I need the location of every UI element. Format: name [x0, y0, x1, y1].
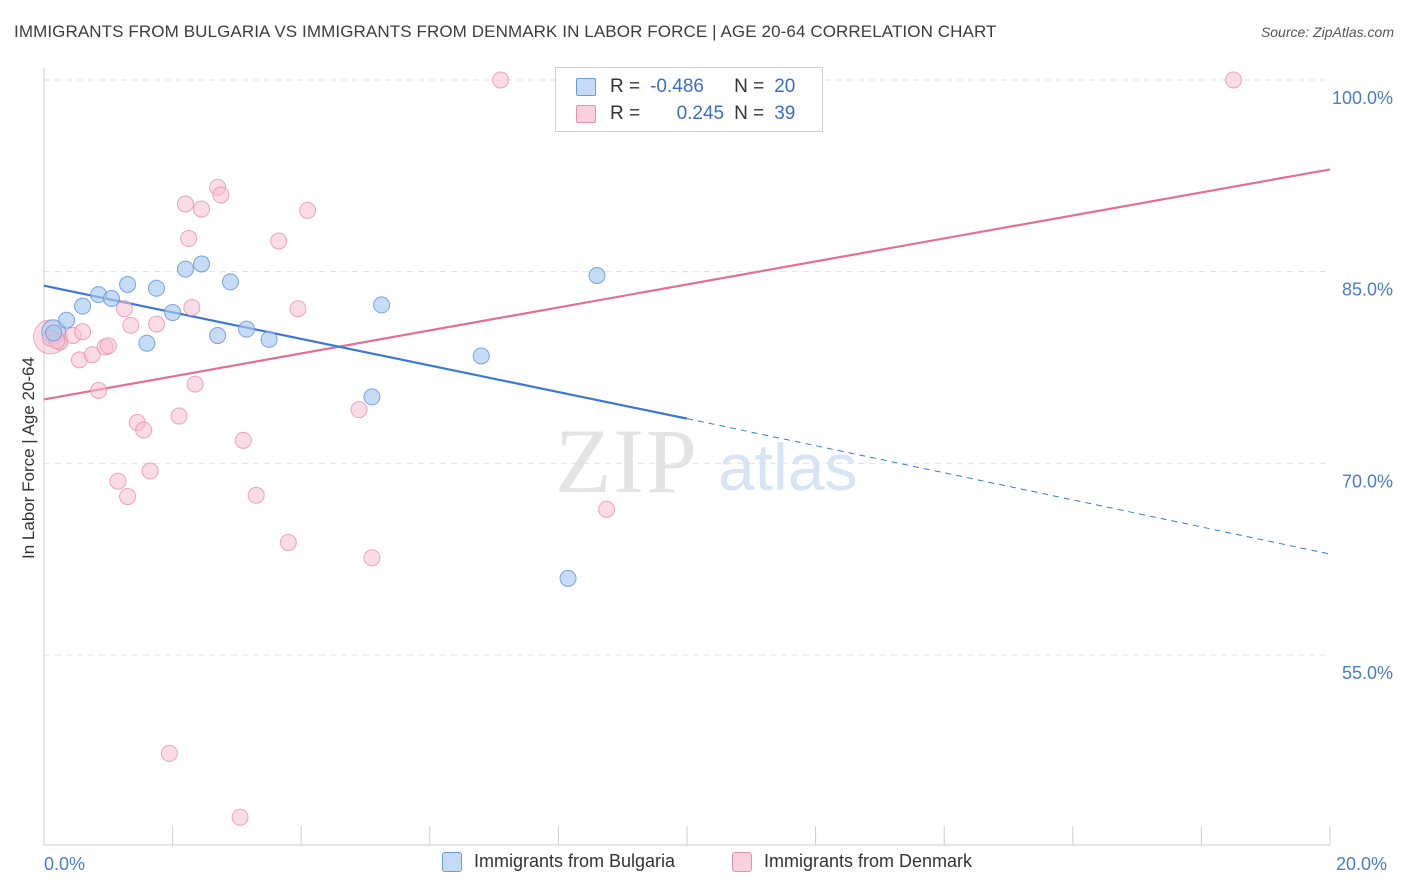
point-bulgaria [238, 320, 256, 338]
y-tick-label: 70.0% [1342, 471, 1393, 491]
point-denmark [170, 407, 188, 425]
y-tick-labels: 55.0% 70.0% 85.0% 100.0% [1332, 88, 1393, 683]
point-denmark [180, 229, 198, 247]
point-denmark [289, 300, 307, 318]
point-denmark [231, 808, 249, 826]
r-label: R = [610, 76, 641, 97]
point-denmark [109, 472, 127, 490]
n-label: N = [734, 76, 765, 97]
series-swatch-bulgaria [442, 851, 462, 872]
point-bulgaria [74, 297, 92, 315]
y-axis-label: In Labor Force | Age 20-64 [19, 357, 38, 559]
point-denmark [234, 431, 252, 449]
point-bulgaria [164, 304, 182, 322]
watermark-zip: ZIP [555, 410, 699, 512]
series-legend-bulgaria: Immigrants from Bulgaria [442, 851, 675, 872]
point-bulgaria [209, 327, 227, 345]
series-swatch-denmark [732, 851, 752, 872]
point-bulgaria [559, 569, 577, 587]
point-bulgaria [373, 296, 391, 314]
stats-legend: R = -0.486 N = 20 R = 0.245 N = 39 [555, 67, 823, 132]
n-label: N = [734, 103, 765, 124]
point-denmark [270, 232, 288, 250]
point-denmark [90, 382, 108, 399]
point-bulgaria [588, 267, 606, 284]
source-credit: Source: ZipAtlas.com [1260, 24, 1394, 40]
point-denmark [1225, 71, 1243, 89]
point-denmark [115, 300, 133, 318]
point-denmark [183, 298, 201, 316]
point-denmark [74, 323, 92, 341]
point-denmark [193, 200, 211, 218]
point-denmark [122, 316, 140, 334]
point-denmark [83, 346, 101, 364]
point-denmark [350, 401, 368, 419]
r-value-denmark: 0.245 [676, 103, 725, 124]
point-denmark [598, 500, 616, 518]
legend-swatch-bulgaria [576, 78, 596, 96]
point-denmark [135, 421, 153, 439]
series-label-denmark: Immigrants from Denmark [764, 851, 973, 871]
gridlines [44, 79, 1330, 656]
x-tick-label-min: 0.0% [44, 854, 85, 874]
point-denmark [186, 375, 204, 393]
point-denmark [160, 744, 178, 762]
point-denmark [363, 549, 381, 567]
y-tick-label: 100.0% [1332, 88, 1393, 108]
legend-swatch-denmark [576, 105, 596, 123]
point-bulgaria [472, 347, 490, 365]
r-label: R = [610, 103, 641, 124]
legend-row-denmark: R = 0.245 N = 39 [576, 101, 795, 127]
point-bulgaria [148, 279, 166, 297]
point-bulgaria [103, 290, 121, 307]
point-denmark [148, 315, 166, 333]
n-value-bulgaria: 20 [774, 76, 796, 97]
point-bulgaria [363, 388, 381, 406]
data-points [32, 71, 1243, 826]
point-denmark [247, 486, 265, 504]
series-label-bulgaria: Immigrants from Bulgaria [474, 851, 676, 871]
y-tick-label: 85.0% [1342, 280, 1393, 300]
legend-row-bulgaria: R = -0.486 N = 20 [576, 74, 795, 100]
point-denmark [492, 71, 510, 89]
r-value-bulgaria: -0.486 [650, 76, 704, 97]
point-denmark [119, 488, 137, 506]
point-bulgaria [45, 324, 63, 342]
point-bulgaria [138, 334, 156, 352]
n-value-denmark: 39 [774, 103, 796, 124]
point-bulgaria [260, 330, 278, 348]
series-legend-denmark: Immigrants from Denmark [732, 851, 972, 872]
x-tick-label-max: 20.0% [1336, 854, 1387, 874]
point-denmark [212, 186, 230, 204]
point-denmark [176, 195, 194, 213]
watermark: ZIP atlas [555, 410, 857, 512]
trend-lines [43, 168, 1331, 555]
point-denmark [99, 337, 117, 355]
point-denmark [141, 462, 159, 480]
point-denmark [299, 201, 317, 219]
point-bulgaria [221, 273, 239, 291]
point-bulgaria [58, 311, 76, 329]
point-bulgaria [119, 275, 137, 293]
point-bulgaria [193, 255, 211, 273]
trend-line-denmark [43, 168, 1331, 401]
trend-line-bulgaria [43, 284, 688, 420]
y-tick-label: 55.0% [1342, 663, 1393, 683]
chart-title: IMMIGRANTS FROM BULGARIA VS IMMIGRANTS F… [14, 22, 997, 41]
point-bulgaria [176, 260, 194, 278]
watermark-atlas: atlas [718, 430, 857, 504]
point-denmark [279, 534, 297, 552]
x-ticks [43, 826, 1331, 845]
